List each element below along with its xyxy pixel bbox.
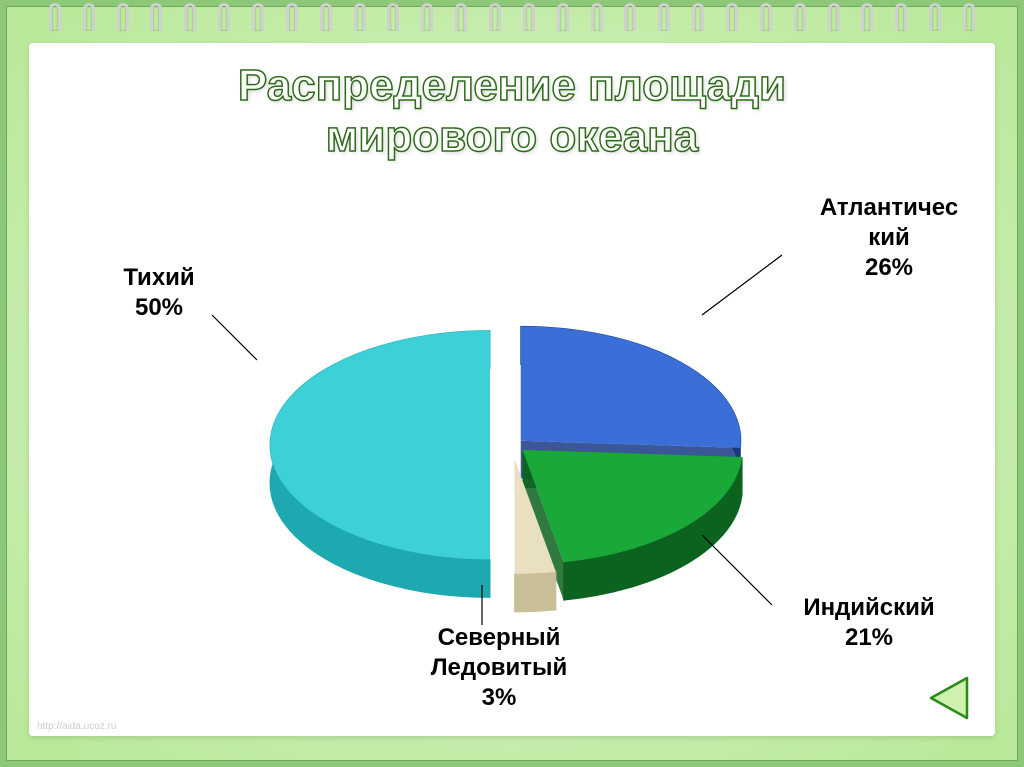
chart-card: Распределение площади мирового океана Ат…: [29, 43, 995, 736]
pie-chart: Атлантичес кий 26%Индийский 21%Северный …: [69, 193, 955, 716]
title-line-2: мирового океана: [326, 112, 698, 161]
slice-label: Тихий 50%: [89, 263, 229, 323]
prev-slide-button[interactable]: [923, 672, 975, 724]
watermark: http://aida.ucoz.ru: [37, 721, 117, 732]
triangle-left-icon: [923, 672, 975, 724]
chart-title: Распределение площади мирового океана: [29, 61, 995, 162]
slice-label: Северный Ледовитый 3%: [399, 623, 599, 713]
slice-label: Атлантичес кий 26%: [789, 193, 989, 283]
title-line-1: Распределение площади: [238, 61, 786, 110]
spiral-binding: [7, 3, 1017, 35]
slice-label: Индийский 21%: [769, 593, 969, 653]
